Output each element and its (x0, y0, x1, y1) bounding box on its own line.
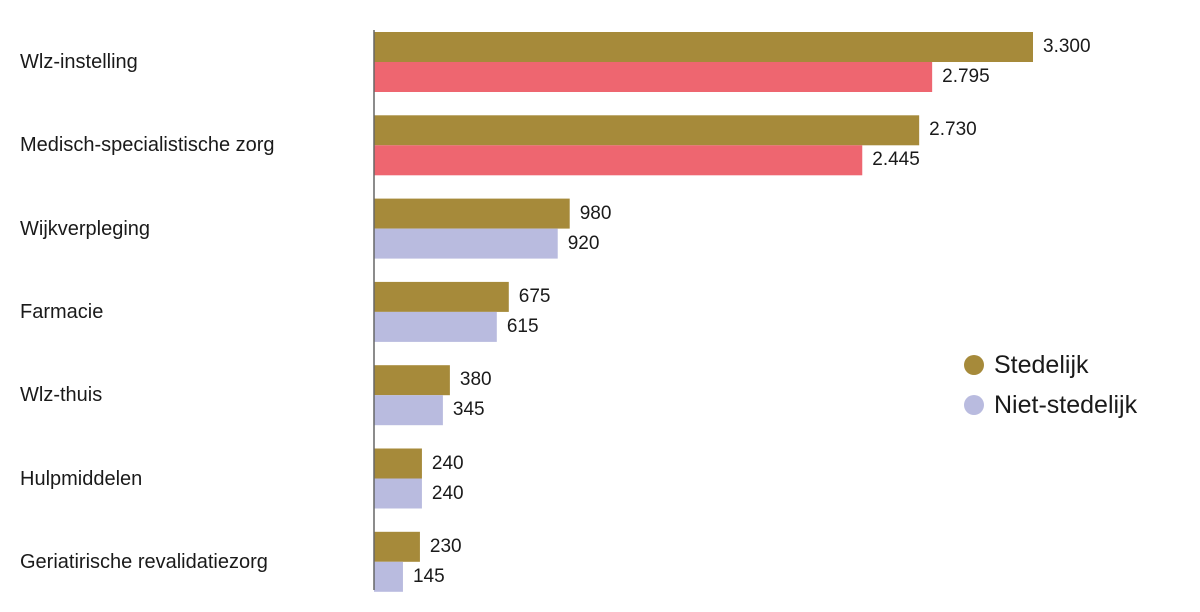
legend-item-stedelijk: Stedelijk (964, 345, 1137, 385)
bar-niet-stedelijk-wijkverpleging (374, 228, 558, 259)
category-label-hulpmiddelen: Hulpmiddelen (20, 467, 143, 490)
bar-niet-stedelijk-wlz-thuis (374, 395, 443, 426)
bar-stedelijk-wijkverpleging (374, 198, 570, 229)
value-label-niet-stedelijk-wlz-instelling: 2.795 (942, 66, 990, 87)
bar-niet-stedelijk-farmacie (374, 311, 497, 342)
legend-label-niet-stedelijk: Niet-stedelijk (994, 390, 1138, 419)
bar-niet-stedelijk-geriatirische-revalidatiezorg (374, 561, 403, 592)
bar-niet-stedelijk-wlz-instelling (374, 62, 933, 92)
value-label-niet-stedelijk-farmacie: 615 (506, 315, 539, 337)
bar-stedelijk-hulpmiddelen (374, 448, 422, 479)
value-label-niet-stedelijk-wijkverpleging: 920 (567, 232, 600, 254)
legend-label-stedelijk: Stedelijk (994, 350, 1089, 379)
value-label-stedelijk-geriatirische-revalidatiezorg: 230 (429, 535, 462, 557)
bar-niet-stedelijk-hulpmiddelen (374, 478, 422, 509)
value-label-stedelijk-wijkverpleging: 980 (579, 202, 612, 224)
bar-stedelijk-wlz-instelling (374, 32, 1033, 62)
value-label-niet-stedelijk-hulpmiddelen: 240 (431, 482, 464, 504)
bar-stedelijk-farmacie (374, 281, 509, 312)
value-label-niet-stedelijk-medisch-specialistische-zorg: 2.445 (872, 149, 920, 171)
value-label-stedelijk-wlz-thuis: 380 (459, 369, 492, 391)
category-label-wlz-thuis: Wlz-thuis (20, 384, 103, 407)
category-label-wijkverpleging: Wijkverpleging (20, 217, 151, 240)
chart-legend: Stedelijk Niet-stedelijk (964, 345, 1137, 425)
value-label-stedelijk-wlz-instelling: 3.300 (1043, 36, 1091, 57)
bar-stedelijk-medisch-specialistische-zorg (374, 115, 920, 146)
legend-item-niet-stedelijk: Niet-stedelijk (964, 385, 1137, 425)
value-label-stedelijk-hulpmiddelen: 240 (431, 452, 464, 474)
legend-swatch-stedelijk (964, 355, 984, 375)
bar-stedelijk-geriatirische-revalidatiezorg (374, 531, 420, 562)
bar-stedelijk-wlz-thuis (374, 365, 450, 396)
value-label-niet-stedelijk-wlz-thuis: 345 (452, 399, 485, 421)
category-label-medisch-specialistische-zorg: Medisch-specialistische zorg (20, 134, 275, 157)
bar-niet-stedelijk-medisch-specialistische-zorg (374, 145, 863, 176)
category-label-farmacie: Farmacie (20, 300, 104, 323)
legend-swatch-niet-stedelijk (964, 395, 984, 415)
value-label-stedelijk-medisch-specialistische-zorg: 2.730 (929, 119, 977, 141)
category-label-wlz-instelling: Wlz-instelling (20, 51, 138, 73)
value-label-niet-stedelijk-geriatirische-revalidatiezorg: 145 (412, 565, 445, 587)
category-label-geriatirische-revalidatiezorg: Geriatirische revalidatiezorg (20, 550, 268, 573)
value-label-stedelijk-farmacie: 675 (518, 285, 551, 307)
